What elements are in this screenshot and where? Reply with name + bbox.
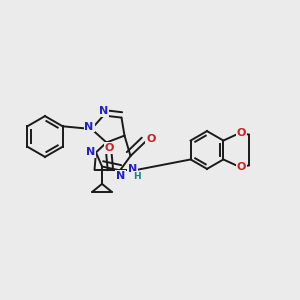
Text: N: N [116,171,125,181]
Text: N: N [85,122,94,132]
Text: N: N [99,106,108,116]
Text: O: O [146,134,156,144]
Text: O: O [104,143,114,153]
Text: H: H [133,172,140,181]
Text: N: N [128,164,137,175]
Text: O: O [237,128,246,138]
Text: N: N [86,147,95,157]
Text: O: O [237,162,246,172]
